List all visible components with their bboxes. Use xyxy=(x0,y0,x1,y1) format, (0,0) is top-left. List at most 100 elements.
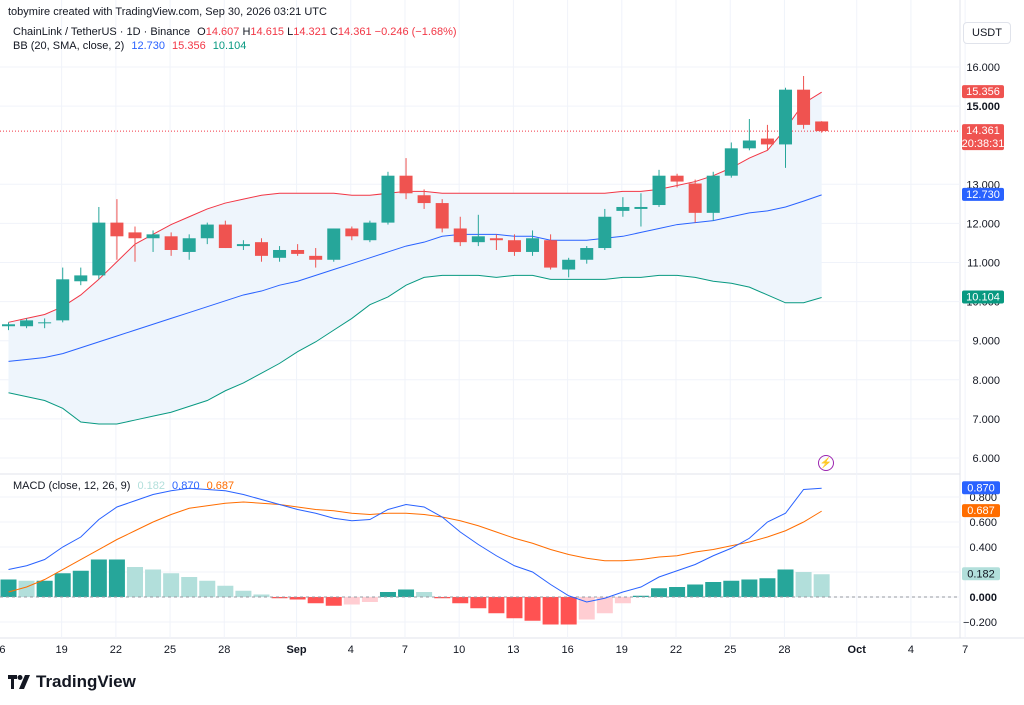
macd-hist-bar xyxy=(217,585,234,597)
x-tick-label: Sep xyxy=(286,644,306,656)
candle-body xyxy=(779,89,793,145)
candle-body xyxy=(236,244,250,247)
candle-body xyxy=(634,206,648,209)
x-tick-label: 4 xyxy=(908,644,914,656)
macd-hist-bar xyxy=(253,594,270,597)
tradingview-logo-text: TradingView xyxy=(36,672,136,691)
candle-body xyxy=(471,236,485,243)
lightning-icon[interactable]: ⚡ xyxy=(818,455,834,471)
candle-body xyxy=(128,232,142,239)
macd-line xyxy=(8,487,822,603)
bb-upper-value: 15.356 xyxy=(172,40,206,52)
candle-body xyxy=(724,148,738,176)
ohlc-close: C14.361 xyxy=(329,26,372,38)
bb-legend[interactable]: BB (20, SMA, close, 2) 12.730 15.356 10.… xyxy=(13,40,246,52)
ohlc-open: O14.607 xyxy=(197,26,240,38)
candle-body xyxy=(815,121,829,132)
macd-hist-bar xyxy=(343,597,360,605)
candle-body xyxy=(760,138,774,145)
candle-body xyxy=(2,324,15,327)
macd-legend[interactable]: MACD (close, 12, 26, 9) 0.182 0.870 0.68… xyxy=(13,480,234,492)
candle-body xyxy=(164,236,178,250)
candle-body xyxy=(182,238,196,252)
bb-lower-value: 10.104 xyxy=(212,40,247,52)
signal-value-tag-bg xyxy=(962,504,1000,518)
x-tick-label: Oct xyxy=(848,644,867,656)
macd-hist-bar xyxy=(687,584,704,597)
macd-signal-value: 0.687 xyxy=(206,480,235,492)
last-price-tag: 20:38:31 xyxy=(962,138,1005,150)
candle-body xyxy=(580,248,594,260)
macd-signal-line xyxy=(8,501,822,593)
candle-body xyxy=(74,275,88,282)
macd-hist-bar xyxy=(813,574,830,597)
bb-label: BB (20, SMA, close, 2) xyxy=(13,40,125,52)
macd-hist-bar xyxy=(705,582,722,597)
bb-band-fill xyxy=(8,92,822,424)
symbol-legend[interactable]: ChainLink / TetherUS · 1D · Binance O14.… xyxy=(13,26,457,38)
x-tick-label: 7 xyxy=(962,644,968,656)
bb-basis-tag-bg xyxy=(962,187,1004,201)
candle-body xyxy=(146,234,160,239)
bb-basis-tag: 12.730 xyxy=(966,189,1000,201)
candle-body xyxy=(399,175,413,194)
macd-tick-label: −0.200 xyxy=(963,617,997,629)
candle-body xyxy=(652,175,666,206)
candle-body xyxy=(38,322,52,324)
macd-hist-bar xyxy=(90,559,107,597)
price-tick-label: 15.000 xyxy=(966,101,1000,113)
macd-hist-bar xyxy=(379,592,396,597)
macd-hist-bar xyxy=(596,597,613,614)
candle-body xyxy=(598,216,612,249)
candle-body xyxy=(291,249,305,254)
macd-hist-bar xyxy=(723,580,740,597)
macd-hist-bar xyxy=(434,597,451,599)
hist-value-tag-bg xyxy=(962,567,1000,581)
price-tick-label: 12.000 xyxy=(966,218,1000,230)
macd-tick-label: 0.800 xyxy=(969,492,997,504)
candle-body xyxy=(562,259,576,270)
x-tick-label: 25 xyxy=(724,644,736,656)
candle-body xyxy=(453,228,467,243)
candle-body xyxy=(327,228,341,260)
candle-body xyxy=(56,279,70,321)
macd-tick-label: 0.000 xyxy=(969,592,997,604)
bb-upper-line xyxy=(8,91,822,323)
macd-hist-bar xyxy=(181,577,198,597)
macd-hist-bar xyxy=(795,572,812,597)
x-tick-label: 7 xyxy=(402,644,408,656)
bb-lower-line xyxy=(8,274,822,425)
candle-body xyxy=(110,222,124,237)
macd-hist-bar xyxy=(163,573,180,597)
last-price-tag: 14.361 xyxy=(966,125,1000,137)
currency-selector[interactable]: USDT xyxy=(963,22,1011,44)
candle-body xyxy=(526,238,540,252)
x-tick-label: 19 xyxy=(56,644,68,656)
tradingview-logo[interactable]: TradingView xyxy=(8,672,136,692)
bb-lower-tag: 10.104 xyxy=(966,292,1000,304)
macd-line-value: 0.870 xyxy=(172,480,200,492)
macd-hist-bar xyxy=(54,573,71,597)
macd-hist-bar xyxy=(488,597,505,614)
candle-body xyxy=(706,175,720,213)
x-tick-label: 22 xyxy=(110,644,122,656)
x-tick-label: 16 xyxy=(0,644,6,656)
candle-body xyxy=(544,240,558,268)
candle-body xyxy=(435,203,449,229)
macd-hist-bar xyxy=(542,597,559,625)
price-tick-label: 11.000 xyxy=(967,258,1000,270)
macd-hist-bar xyxy=(578,597,595,620)
bb-basis-line xyxy=(8,194,822,362)
last-price-tag-bg xyxy=(962,124,1004,151)
x-tick-label: 28 xyxy=(218,644,230,656)
macd-hist-bar xyxy=(669,587,686,597)
macd-hist-bar xyxy=(199,580,216,597)
chart-credit: tobymire created with TradingView.com, S… xyxy=(8,6,327,18)
ohlc-high: H14.615 xyxy=(242,26,285,38)
macd-hist-bar xyxy=(235,590,252,597)
macd-hist-bar xyxy=(145,569,162,597)
macd-hist-bar xyxy=(632,595,649,597)
macd-value-tag: 0.870 xyxy=(967,482,995,494)
candle-body xyxy=(742,140,756,149)
